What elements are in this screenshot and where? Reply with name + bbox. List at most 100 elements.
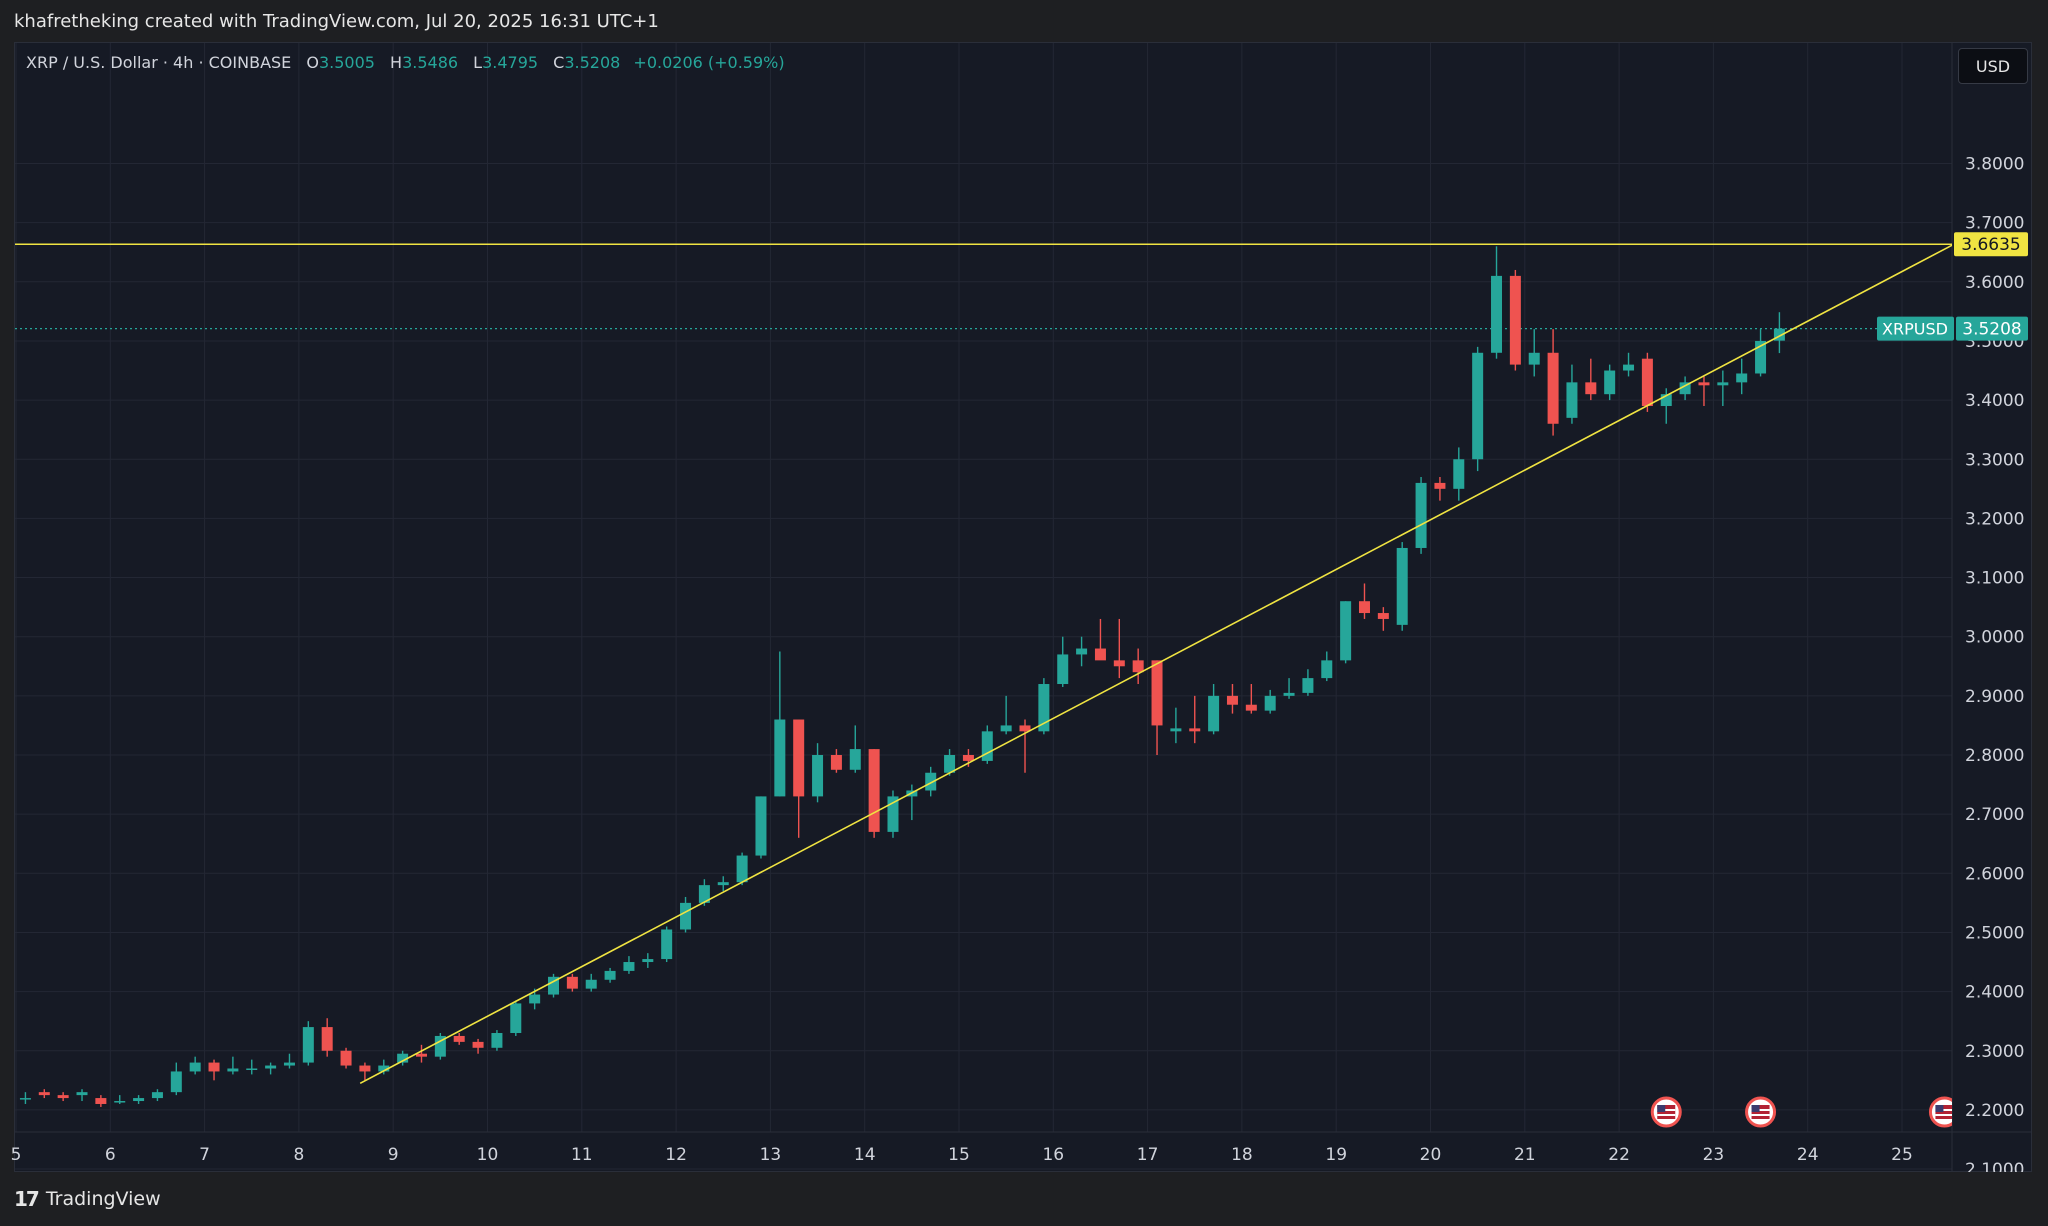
plot-area (15, 243, 1952, 1128)
candle-body (812, 755, 824, 797)
y-tick-label: 3.7000 (1965, 214, 2024, 234)
candle-body (962, 755, 974, 761)
candle-body (1453, 459, 1465, 489)
y-tick-label: 3.6000 (1965, 273, 2024, 293)
candle-body (887, 796, 899, 832)
high-value: 3.5486 (402, 53, 459, 72)
current-price-label: 3.5208 (1962, 320, 2021, 340)
current-price-tag (1956, 316, 2028, 341)
candle-body (151, 1092, 163, 1099)
close-value: 3.5208 (564, 53, 621, 72)
us-flag-stripe (1751, 1109, 1770, 1111)
x-tick-label: 9 (388, 1145, 399, 1165)
bottom-bar (0, 1172, 2048, 1226)
x-tick-label: 25 (1891, 1145, 1913, 1165)
candle-body (472, 1041, 484, 1048)
candle-body (1377, 613, 1389, 619)
x-tick-label: 22 (1608, 1145, 1630, 1165)
symbol-tag (1877, 316, 1954, 341)
us-flag-stripe (1657, 1109, 1676, 1111)
candle-body (1057, 654, 1069, 685)
x-tick-label: 19 (1325, 1145, 1347, 1165)
candle-body (1585, 382, 1597, 395)
candle-body (1358, 601, 1370, 614)
candle-body (1472, 352, 1484, 460)
author-line: khafretheking created with TradingView.c… (14, 11, 659, 32)
candle-body (1736, 373, 1748, 383)
candle-body (548, 976, 560, 995)
candle-body (661, 929, 673, 960)
candle-body (1170, 728, 1182, 732)
candle-body (1151, 660, 1163, 726)
candle-body (19, 1098, 31, 1100)
candle-body (793, 719, 805, 797)
candle-body (981, 731, 993, 761)
candle-body (246, 1068, 258, 1070)
candle-body (925, 772, 937, 791)
candle-body (1208, 695, 1220, 732)
candle-body (830, 755, 842, 770)
open-value: 3.5005 (318, 53, 375, 72)
candle-body (57, 1095, 69, 1099)
y-tick-label: 2.6000 (1965, 864, 2024, 884)
candle-body (76, 1092, 88, 1096)
low-value: 3.4795 (482, 53, 539, 72)
candle-body (623, 962, 635, 971)
symbol-label: XRPUSD (1882, 320, 1948, 339)
candle-body (1302, 678, 1314, 693)
candle-body (170, 1071, 182, 1093)
us-flag-canton (1935, 1105, 1944, 1112)
candle-body (774, 719, 786, 797)
us-flag-stripe (1657, 1114, 1676, 1116)
x-tick-label: 18 (1231, 1145, 1253, 1165)
x-tick-label: 14 (854, 1145, 876, 1165)
candle-body (944, 755, 956, 773)
x-tick-label: 23 (1703, 1145, 1725, 1165)
candle-body (849, 749, 861, 770)
candle-body (1773, 328, 1785, 341)
candle-body (95, 1098, 107, 1104)
x-tick-label: 6 (105, 1145, 116, 1165)
x-tick-label: 17 (1137, 1145, 1159, 1165)
change-value: +0.0206 (+0.59%) (633, 53, 785, 72)
candle-body (1113, 660, 1125, 667)
ohlc-legend: XRP / U.S. Dollar · 4h · COINBASE O3.500… (26, 53, 785, 72)
y-tick-label: 3.1000 (1965, 569, 2024, 589)
currency-button[interactable]: USD (1958, 48, 2028, 84)
candle-body (397, 1053, 409, 1063)
candle-body (680, 902, 692, 930)
y-tick-label: 3.3000 (1965, 450, 2024, 470)
candle-body (1019, 725, 1031, 732)
top-bar: khafretheking created with TradingView.c… (0, 0, 2048, 42)
candle-body (1189, 728, 1201, 732)
candle-body (1434, 482, 1446, 489)
candle-body (698, 885, 710, 903)
x-tick-label: 12 (665, 1145, 687, 1165)
brand-name: TradingView (45, 1188, 161, 1210)
x-tick-label: 21 (1514, 1145, 1536, 1165)
candle-body (1340, 601, 1352, 661)
candle-body (378, 1065, 390, 1072)
us-flag-canton (1657, 1105, 1666, 1112)
candle-body (359, 1065, 371, 1072)
candle-body (1415, 482, 1427, 548)
x-tick-label: 15 (948, 1145, 970, 1165)
candle-body (1528, 352, 1540, 365)
candle-body (1509, 275, 1521, 365)
tradingview-branding[interactable]: 17 TradingView (14, 1186, 161, 1212)
candle-body (566, 976, 578, 989)
candle-body (133, 1098, 145, 1102)
candle-body (1547, 352, 1559, 424)
candle-body (755, 796, 767, 856)
candle-body (1641, 358, 1653, 407)
us-flag-canton (1751, 1105, 1760, 1112)
candle-body (717, 882, 729, 886)
candle-body (415, 1053, 427, 1057)
candle-body (114, 1101, 126, 1103)
x-tick-label: 11 (571, 1145, 593, 1165)
candle-body (1132, 660, 1144, 673)
symbol-description: XRP / U.S. Dollar · 4h · COINBASE (26, 53, 292, 72)
candle-body (604, 970, 616, 980)
y-tick-label: 2.3000 (1965, 1042, 2024, 1062)
